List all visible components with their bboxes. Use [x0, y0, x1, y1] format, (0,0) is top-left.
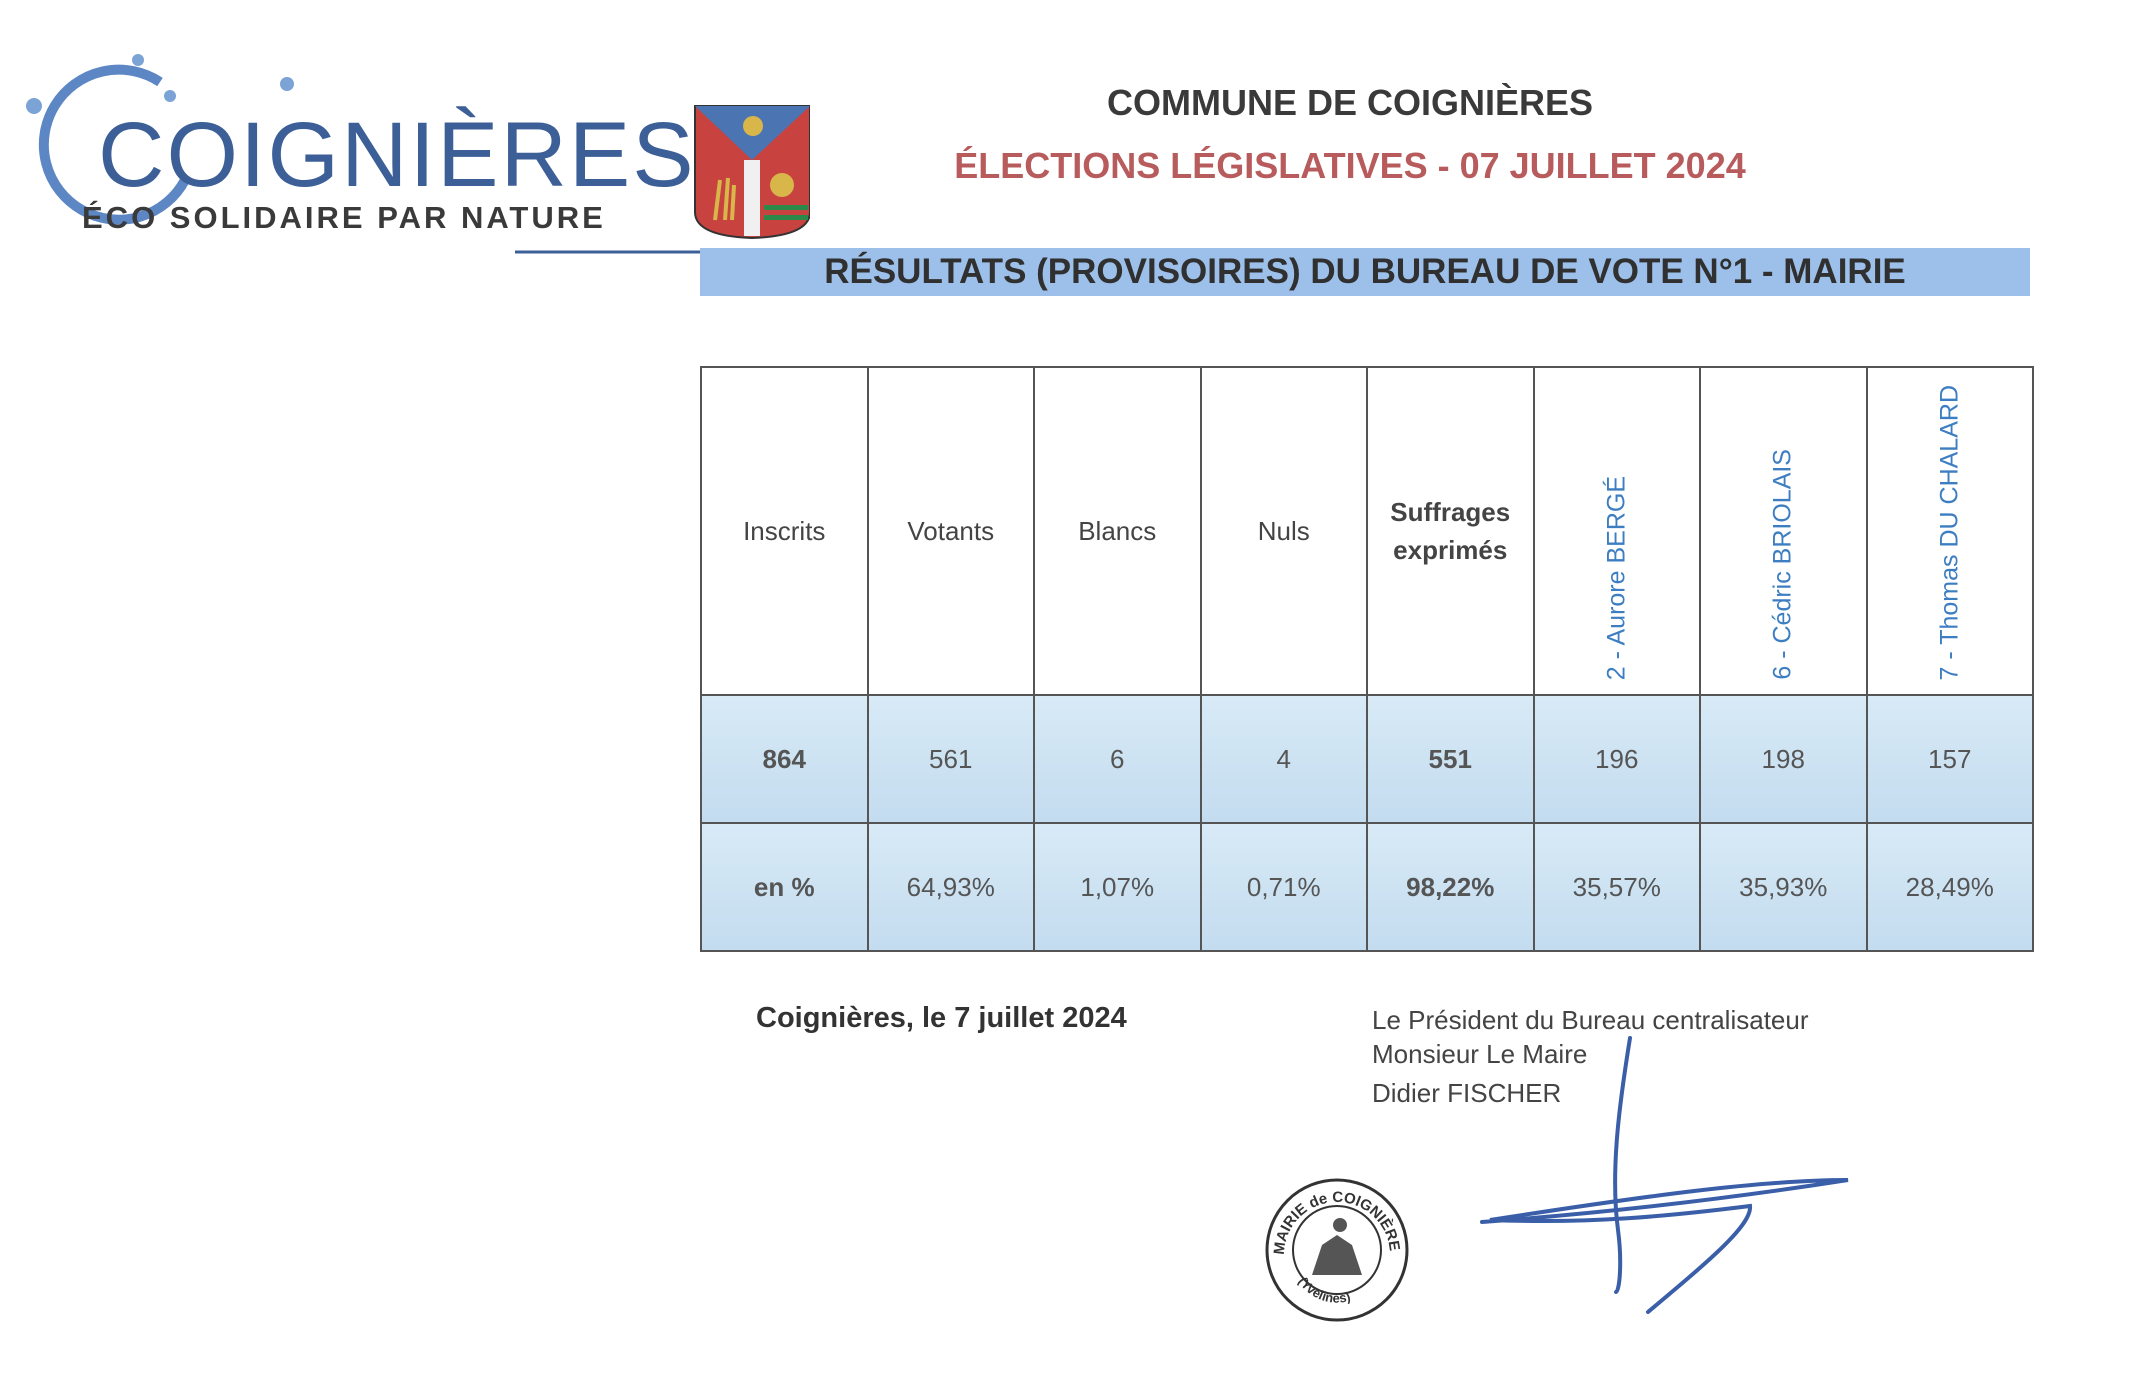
count-berge: 196 [1532, 694, 1701, 824]
results-banner: RÉSULTATS (PROVISOIRES) DU BUREAU DE VOT… [700, 248, 2030, 296]
president-title: Le Président du Bureau centralisateur [1372, 1005, 1809, 1035]
count-nuls: 4 [1199, 694, 1368, 824]
coignieres-logo: COIGNIÈRES ÉCO SOLIDAIRE PAR NATURE [20, 40, 810, 260]
place-date: Coignières, le 7 juillet 2024 [756, 1002, 1127, 1034]
header-suffrages-line2: exprimés [1393, 535, 1508, 565]
mairie-seal-icon: MAIRIE de COIGNIÈRES (Yvelines) [1257, 1162, 1412, 1325]
table-header-row: Inscrits Votants Blancs Nuls Suffrages e… [700, 366, 2034, 696]
count-inscrits: 864 [700, 694, 869, 824]
count-briolais: 198 [1699, 694, 1868, 824]
count-suffrages: 551 [1366, 694, 1535, 824]
pct-nuls: 0,71% [1199, 822, 1368, 952]
table-row-counts: 864 561 6 4 551 196 198 157 [700, 694, 2034, 824]
header-suffrages-line1: Suffrages [1390, 497, 1511, 527]
pct-votants: 64,93% [866, 822, 1035, 952]
candidate-name: 2 - Aurore BERGÉ [1602, 475, 1631, 680]
header-suffrages: Suffrages exprimés [1366, 366, 1535, 696]
header-nuls: Nuls [1199, 366, 1368, 696]
president-name: Didier FISCHER [1372, 1078, 1562, 1108]
candidate-name: 7 - Thomas DU CHALARD [1935, 384, 1964, 680]
header-candidate-du-chalard: 7 - Thomas DU CHALARD [1865, 366, 2034, 696]
signature-icon [1470, 1030, 1870, 1320]
pct-blancs: 1,07% [1033, 822, 1202, 952]
pct-suffrages: 98,22% [1366, 822, 1535, 952]
header-candidate-briolais: 6 - Cédric BRIOLAIS [1699, 366, 1868, 696]
header-votants: Votants [866, 366, 1035, 696]
president-role: Monsieur Le Maire [1372, 1039, 1588, 1069]
pct-berge: 35,57% [1532, 822, 1701, 952]
logo-wordmark: COIGNIÈRES [98, 104, 696, 206]
pct-du-chalard: 28,49% [1865, 822, 2034, 952]
election-title: ÉLECTIONS LÉGISLATIVES - 07 JUILLET 2024 [954, 145, 1746, 186]
logo-tagline: ÉCO SOLIDAIRE PAR NATURE [82, 200, 606, 235]
table-row-percent: en % 64,93% 1,07% 0,71% 98,22% 35,57% 35… [700, 822, 2034, 952]
header-inscrits: Inscrits [700, 366, 869, 696]
pct-briolais: 35,93% [1699, 822, 1868, 952]
commune-title: COMMUNE DE COIGNIÈRES [1106, 82, 1594, 123]
header-candidate-berge: 2 - Aurore BERGÉ [1532, 366, 1701, 696]
count-votants: 561 [866, 694, 1035, 824]
results-banner-text: RÉSULTATS (PROVISOIRES) DU BUREAU DE VOT… [824, 252, 1906, 291]
pct-label: en % [700, 822, 869, 952]
count-du-chalard: 157 [1865, 694, 2034, 824]
count-blancs: 6 [1033, 694, 1202, 824]
candidate-name: 6 - Cédric BRIOLAIS [1768, 449, 1797, 680]
results-table: Inscrits Votants Blancs Nuls Suffrages e… [700, 366, 2034, 952]
header-blancs: Blancs [1033, 366, 1202, 696]
crest-icon [694, 105, 810, 240]
